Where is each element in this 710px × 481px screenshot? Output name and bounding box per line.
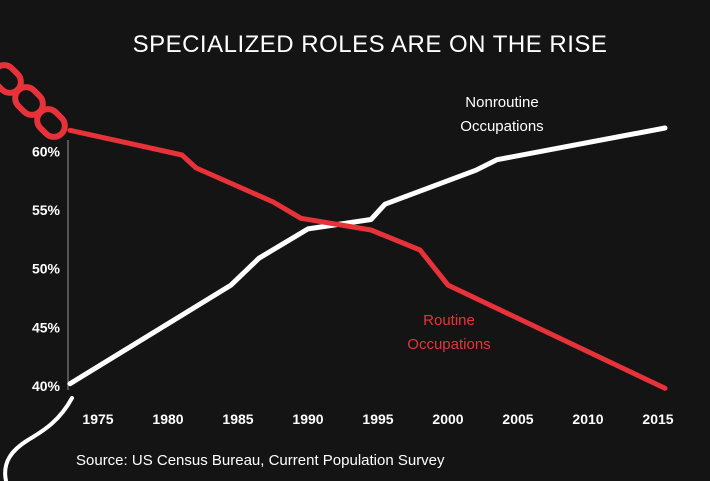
x-tick-labels: 1975 1980 1985 1990 1995 2000 2005 2010 2015 <box>82 411 673 427</box>
y-tick-label: 50% <box>32 261 61 277</box>
y-tick-labels: 40% 45% 50% 55% 60% <box>32 143 61 394</box>
y-tick-label: 60% <box>32 143 61 159</box>
nonroutine-label-line1: Nonroutine <box>465 94 538 111</box>
x-tick-label: 2015 <box>642 411 673 427</box>
series-lines <box>67 125 668 391</box>
source-note: Source: US Census Bureau, Current Popula… <box>76 452 445 469</box>
y-tick-label: 55% <box>32 202 61 218</box>
y-tick-label: 45% <box>32 319 61 335</box>
x-tick-label: 1995 <box>362 411 393 427</box>
x-tick-label: 1980 <box>152 411 183 427</box>
chart-title: SPECIALIZED ROLES ARE ON THE RISE <box>133 31 608 58</box>
decorative-curl <box>3 396 74 481</box>
y-tick-label: 40% <box>32 378 61 394</box>
x-tick-label: 1985 <box>222 411 253 427</box>
x-tick-label: 2005 <box>502 411 533 427</box>
x-tick-label: 2000 <box>432 411 463 427</box>
x-tick-label: 2010 <box>572 411 603 427</box>
routine-label-line2: Occupations <box>407 336 490 353</box>
x-tick-label: 1975 <box>82 411 113 427</box>
x-tick-label: 1990 <box>292 411 323 427</box>
nonroutine-series-line <box>67 125 668 387</box>
chain-icon <box>0 62 68 140</box>
nonroutine-label-line2: Occupations <box>460 118 543 135</box>
routine-label-line1: Routine <box>423 312 475 329</box>
routine-series-line <box>67 127 668 391</box>
